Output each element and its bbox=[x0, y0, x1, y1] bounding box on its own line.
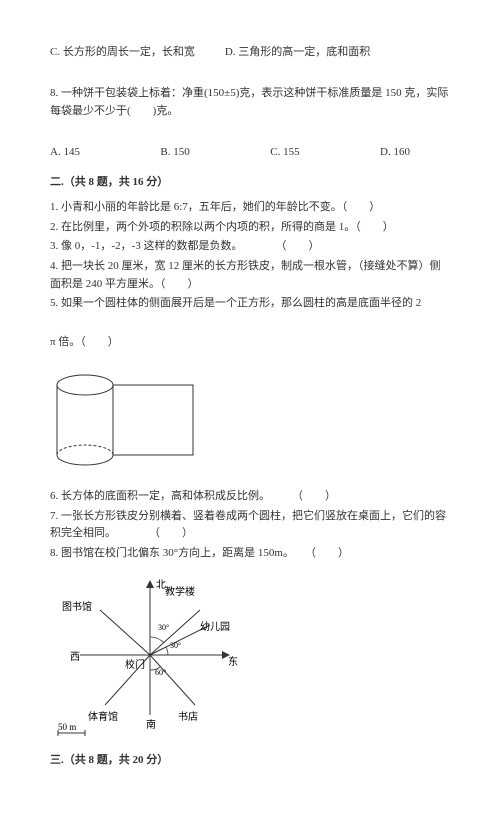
q8-text: 8. 一种饼干包装袋上标着：净重(150±5)克，表示这种饼干标准质量是 150… bbox=[50, 85, 450, 120]
section3-title: 三.（共 8 题，共 20 分） bbox=[50, 752, 450, 770]
cylinder-diagram bbox=[50, 360, 210, 480]
s2-q5a: 5. 如果一个圆柱体的侧面展开后是一个正方形，那么圆柱的高是底面半径的 2 bbox=[50, 295, 450, 313]
s2-q4: 4. 把一块长 20 厘米，宽 12 厘米的长方形铁皮，制成一根水管，（接缝处不… bbox=[50, 258, 450, 293]
q8-A: A. 145 bbox=[50, 144, 80, 162]
q8-options: A. 145 B. 150 C. 155 D. 160 bbox=[50, 144, 450, 162]
angle2-label: 30° bbox=[170, 641, 181, 650]
q8-D: D. 160 bbox=[380, 144, 410, 162]
scale-label: 50 m bbox=[58, 722, 76, 732]
s2-q7: 7. 一张长方形铁皮分别横着、竖着卷成两个圆柱，把它们竖放在桌面上，它们的容积完… bbox=[50, 508, 450, 543]
q7-optC: C. 长方形的周长一定，长和宽 bbox=[50, 44, 195, 62]
gym-label: 体育馆 bbox=[88, 710, 118, 723]
q8-C: C. 155 bbox=[270, 144, 299, 162]
section2-title: 二.（共 8 题，共 16 分） bbox=[50, 174, 450, 192]
south-label: 南 bbox=[146, 718, 156, 731]
q7-optD: D. 三角形的高一定，底和面积 bbox=[225, 44, 370, 62]
s2-q6: 6. 长方体的底面积一定，高和体积成反比例。 （ ） bbox=[50, 488, 450, 506]
bookstore-label: 书店 bbox=[178, 710, 198, 723]
compass-diagram: 北 南 东 西 图书馆 教学楼 幼儿园 校门 体育馆 书店 30° 30° 60… bbox=[50, 570, 250, 740]
building-label: 教学楼 bbox=[165, 585, 195, 598]
s2-q3: 3. 像 0，-1，-2，-3 这样的数都是负数。 （ ） bbox=[50, 238, 450, 256]
west-label: 西 bbox=[70, 652, 80, 663]
kindergarten-label: 幼儿园 bbox=[200, 620, 230, 633]
s2-q2: 2. 在比例里，两个外项的积除以两个内项的积，所得的商是 1。（ ） bbox=[50, 219, 450, 237]
s2-q8: 8. 图书馆在校门北偏东 30°方向上，距离是 150m。 （ ） bbox=[50, 545, 450, 563]
library-label: 图书馆 bbox=[62, 600, 92, 613]
q8-B: B. 150 bbox=[160, 144, 189, 162]
s2-q1: 1. 小青和小丽的年龄比是 6:7，五年后，她们的年龄比不变。（ ） bbox=[50, 199, 450, 217]
gate-label: 校门 bbox=[125, 658, 145, 671]
q7-options: C. 长方形的周长一定，长和宽 D. 三角形的高一定，底和面积 bbox=[50, 44, 450, 62]
angle3-label: 60° bbox=[155, 668, 166, 677]
east-label: 东 bbox=[228, 655, 238, 668]
angle1-label: 30° bbox=[158, 623, 169, 632]
s2-q5b: π 倍。（ ） bbox=[50, 334, 450, 352]
